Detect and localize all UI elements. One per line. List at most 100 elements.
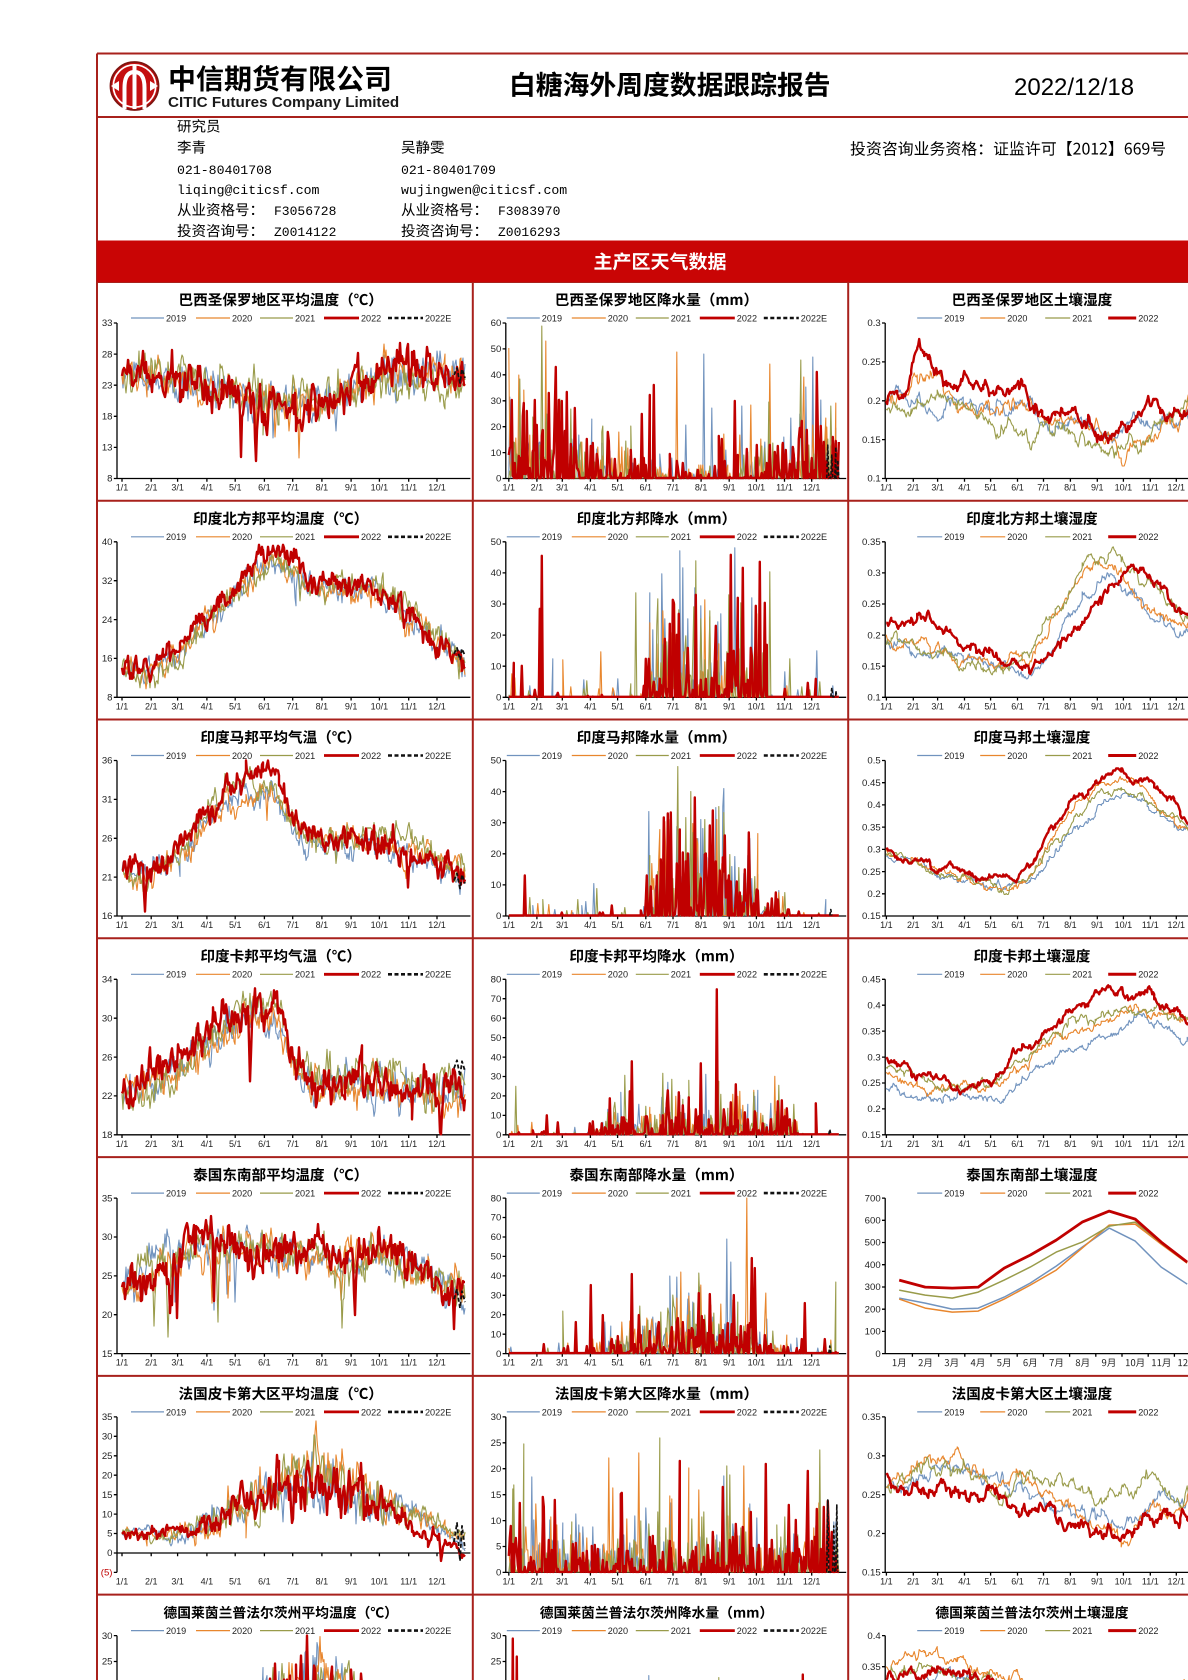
svg-text:2021: 2021: [671, 1407, 691, 1417]
svg-text:2022: 2022: [1138, 1626, 1158, 1636]
svg-text:2021: 2021: [671, 970, 691, 980]
svg-text:1/1: 1/1: [116, 701, 129, 711]
svg-text:2020: 2020: [608, 970, 628, 980]
svg-text:10: 10: [491, 1329, 502, 1340]
svg-text:5/1: 5/1: [229, 1358, 242, 1368]
svg-text:5/1: 5/1: [611, 1358, 624, 1368]
svg-text:2019: 2019: [542, 1407, 562, 1417]
svg-text:2019: 2019: [166, 1189, 186, 1199]
svg-text:10: 10: [491, 661, 502, 672]
svg-text:3/1: 3/1: [171, 920, 184, 930]
svg-text:10/1: 10/1: [748, 1139, 766, 1149]
svg-text:7/1: 7/1: [286, 701, 299, 711]
svg-text:1/1: 1/1: [116, 1576, 129, 1586]
svg-text:4/1: 4/1: [958, 1139, 971, 1149]
svg-text:6/1: 6/1: [258, 1139, 271, 1149]
svg-text:40: 40: [491, 370, 502, 381]
svg-text:2020: 2020: [232, 751, 252, 761]
svg-text:CITIC Futures Company Limited: CITIC Futures Company Limited: [168, 94, 399, 111]
svg-text:18: 18: [102, 1130, 113, 1141]
svg-text:60: 60: [491, 318, 502, 329]
svg-text:4/1: 4/1: [201, 1358, 214, 1368]
svg-text:2022E: 2022E: [425, 970, 451, 980]
svg-text:6/1: 6/1: [640, 1358, 653, 1368]
svg-text:21: 21: [102, 872, 113, 883]
svg-text:40: 40: [491, 568, 502, 579]
svg-text:4/1: 4/1: [201, 1576, 214, 1586]
svg-text:0.3: 0.3: [867, 318, 880, 329]
svg-text:0.35: 0.35: [862, 822, 881, 833]
svg-text:6/1: 6/1: [1011, 483, 1024, 493]
svg-text:18: 18: [102, 412, 113, 423]
svg-text:40: 40: [491, 1271, 502, 1282]
svg-text:12/1: 12/1: [1168, 483, 1186, 493]
svg-text:2020: 2020: [1007, 751, 1027, 761]
svg-text:40: 40: [102, 537, 113, 548]
svg-text:9/1: 9/1: [723, 701, 736, 711]
svg-text:700: 700: [865, 1193, 881, 1204]
svg-text:7/1: 7/1: [667, 1358, 680, 1368]
svg-text:26: 26: [102, 834, 113, 845]
svg-text:0.4: 0.4: [867, 1000, 881, 1011]
svg-text:2020: 2020: [1007, 1189, 1027, 1199]
svg-text:2/1: 2/1: [145, 920, 158, 930]
svg-text:25: 25: [491, 1657, 502, 1668]
svg-text:2021: 2021: [671, 313, 691, 323]
svg-text:20: 20: [491, 849, 502, 860]
svg-text:10/1: 10/1: [1115, 701, 1133, 711]
svg-text:2022E: 2022E: [425, 1407, 451, 1417]
svg-text:20: 20: [491, 630, 502, 641]
svg-text:6/1: 6/1: [258, 1358, 271, 1368]
svg-text:5/1: 5/1: [611, 920, 624, 930]
svg-text:9/1: 9/1: [723, 483, 736, 493]
svg-text:8/1: 8/1: [695, 1139, 708, 1149]
svg-text:9/1: 9/1: [723, 1139, 736, 1149]
svg-text:2020: 2020: [232, 1626, 252, 1636]
svg-text:8/1: 8/1: [1064, 701, 1077, 711]
svg-text:7/1: 7/1: [667, 1139, 680, 1149]
svg-text:4/1: 4/1: [958, 483, 971, 493]
svg-text:6/1: 6/1: [1011, 701, 1024, 711]
svg-text:0.15: 0.15: [862, 435, 881, 446]
svg-text:30: 30: [102, 1013, 113, 1024]
svg-text:11/1: 11/1: [1142, 1139, 1159, 1149]
svg-text:9/1: 9/1: [345, 483, 358, 493]
svg-text:31: 31: [102, 795, 113, 806]
svg-text:2022: 2022: [1138, 1407, 1158, 1417]
svg-text:11/1: 11/1: [776, 920, 793, 930]
svg-text:2022: 2022: [361, 532, 381, 542]
svg-text:9/1: 9/1: [1091, 1576, 1104, 1586]
svg-text:2020: 2020: [1007, 970, 1027, 980]
svg-text:2019: 2019: [166, 313, 186, 323]
svg-text:0.4: 0.4: [867, 800, 881, 811]
svg-text:35: 35: [102, 1193, 113, 1204]
svg-text:6/1: 6/1: [1011, 920, 1024, 930]
svg-text:0: 0: [496, 1568, 501, 1579]
svg-text:7/1: 7/1: [1037, 920, 1050, 930]
svg-text:50: 50: [491, 756, 502, 767]
svg-text:1/1: 1/1: [880, 1139, 893, 1149]
svg-text:4/1: 4/1: [958, 1576, 971, 1586]
svg-text:8: 8: [107, 474, 112, 485]
svg-text:2/1: 2/1: [145, 483, 158, 493]
svg-text:7/1: 7/1: [1037, 701, 1050, 711]
svg-text:2020: 2020: [1007, 1626, 1027, 1636]
svg-text:1/1: 1/1: [880, 701, 893, 711]
svg-text:2019: 2019: [542, 1626, 562, 1636]
svg-text:5/1: 5/1: [984, 483, 997, 493]
svg-text:50: 50: [491, 537, 502, 548]
svg-text:021-80401709: 021-80401709: [401, 163, 496, 178]
svg-text:2020: 2020: [608, 751, 628, 761]
svg-text:2/1: 2/1: [145, 1358, 158, 1368]
svg-text:2/1: 2/1: [907, 1576, 920, 1586]
svg-text:1/1: 1/1: [503, 920, 516, 930]
svg-text:2021: 2021: [671, 1626, 691, 1636]
svg-text:12/1: 12/1: [428, 1358, 446, 1368]
svg-text:4/1: 4/1: [584, 701, 597, 711]
svg-text:8/1: 8/1: [316, 1358, 329, 1368]
svg-text:30: 30: [491, 818, 502, 829]
svg-text:7/1: 7/1: [667, 1576, 680, 1586]
svg-text:6/1: 6/1: [1011, 1576, 1024, 1586]
svg-text:F3083970: F3083970: [498, 204, 560, 219]
svg-text:2022/12/18: 2022/12/18: [1014, 74, 1134, 101]
